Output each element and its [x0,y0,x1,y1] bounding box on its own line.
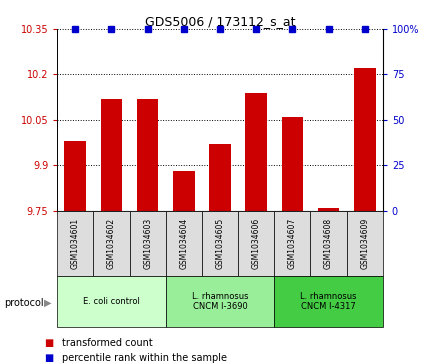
Text: GSM1034607: GSM1034607 [288,217,297,269]
Bar [166,276,274,327]
Bar [57,211,93,276]
Text: GSM1034601: GSM1034601 [71,218,80,269]
Bar [209,144,231,211]
Bar [354,68,376,211]
Text: ■: ■ [44,352,53,363]
Text: GSM1034609: GSM1034609 [360,217,369,269]
Bar [282,117,303,211]
Bar [137,99,158,211]
Bar [202,211,238,276]
Text: GSM1034604: GSM1034604 [180,217,188,269]
Text: GSM1034602: GSM1034602 [107,218,116,269]
Bar [101,99,122,211]
Text: transformed count: transformed count [62,338,152,348]
Text: percentile rank within the sample: percentile rank within the sample [62,352,227,363]
Bar [246,93,267,211]
Bar [274,276,383,327]
Bar [274,211,311,276]
Bar [166,211,202,276]
Text: ▶: ▶ [44,298,51,308]
Bar [129,211,166,276]
Text: L. rhamnosus
CNCM I-3690: L. rhamnosus CNCM I-3690 [192,291,248,311]
Title: GDS5006 / 173112_s_at: GDS5006 / 173112_s_at [145,15,295,28]
Bar [173,171,194,211]
Text: GSM1034608: GSM1034608 [324,218,333,269]
Text: ■: ■ [44,338,53,348]
Text: L. rhamnosus
CNCM I-4317: L. rhamnosus CNCM I-4317 [300,291,357,311]
Text: protocol: protocol [4,298,44,308]
Bar [93,211,129,276]
Text: E. coli control: E. coli control [83,297,140,306]
Text: GSM1034605: GSM1034605 [216,217,224,269]
Text: GSM1034603: GSM1034603 [143,217,152,269]
Bar [311,211,347,276]
Bar [347,211,383,276]
Bar [64,141,86,211]
Bar [57,276,166,327]
Bar [318,208,339,211]
Bar [238,211,274,276]
Text: GSM1034606: GSM1034606 [252,217,260,269]
